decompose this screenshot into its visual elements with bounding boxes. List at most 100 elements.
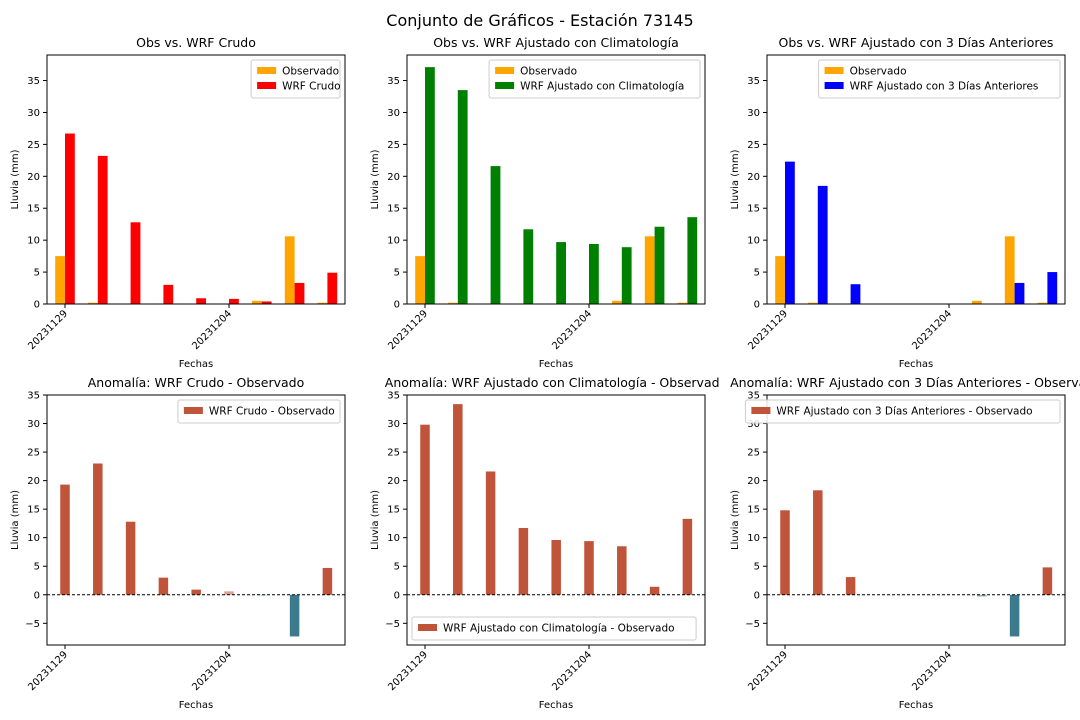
bar-wrf-ajustado-con-climatologia-observado-0 (420, 424, 430, 595)
y-tick-label: 20 (27, 476, 40, 487)
y-axis-label: Lluvia (mm) (370, 149, 381, 209)
y-tick-label: 35 (27, 76, 40, 87)
bar-wrf-ajustado-con-climatologia-8 (687, 217, 698, 304)
legend-swatch (824, 67, 844, 74)
y-tick-label: 25 (27, 448, 40, 459)
chart-obs-vs-wrf-crudo: Obs vs. WRF Crudo 0 5 10 15 20 25 30 35 20231129 2… (10, 35, 346, 370)
bar-observado-6 (972, 300, 982, 304)
bar-wrf-ajustado-con-3-dias-anteriores-0 (785, 161, 795, 304)
bar-wrf-crudo-observado-4 (191, 589, 201, 595)
x-tick-label: 20231204 (550, 308, 594, 352)
axes-frame (406, 394, 706, 646)
axes-frame (766, 54, 1066, 305)
legend: WRF Ajustado con 3 Días Anteriores - Obs… (744, 399, 1061, 424)
bar-wrf-crudo-observado-2 (125, 521, 136, 595)
x-axis-label: Fechas (899, 359, 934, 370)
y-tick-label: 30 (387, 419, 400, 430)
legend-swatch (257, 82, 277, 89)
legend-swatch (495, 67, 515, 74)
axes-frame (46, 394, 346, 646)
legend-box (488, 59, 701, 99)
y-tick-label: 15 (387, 204, 400, 215)
x-axis-label: Fechas (539, 359, 574, 370)
bar-wrf-ajustado-con-climatologia-observado-5 (584, 541, 594, 595)
y-tick-label: 10 (27, 533, 40, 544)
bar-wrf-ajustado-con-climatologia-5 (589, 243, 599, 304)
chart-anomalia-wrf-climatologia: Anomalía: WRF Ajustado con Climatología … (370, 375, 720, 711)
y-tick-label: 10 (387, 533, 400, 544)
bar-wrf-ajustado-con-climatologia-3 (523, 229, 534, 304)
bar-wrf-ajustado-con-climatologia-observado-4 (551, 539, 561, 595)
legend-label: WRF Crudo - Observado (209, 406, 335, 418)
y-tick-label: 10 (747, 533, 760, 544)
bar-wrf-ajustado-con-3-dias-anteriores-observado-7 (1009, 594, 1020, 637)
legend-swatch (418, 624, 437, 631)
chart-title: Anomalía: WRF Ajustado con Climatología … (385, 375, 720, 390)
y-tick-label: 20 (387, 476, 400, 487)
bar-wrf-ajustado-con-climatologia-1 (457, 90, 468, 304)
bar-wrf-crudo-8 (327, 272, 338, 304)
y-tick-label: −5 (385, 619, 400, 630)
x-tick-label: 20231204 (190, 649, 234, 693)
legend-label: WRF Ajustado con 3 Días Anteriores (850, 81, 1039, 93)
legend-box (818, 59, 1061, 99)
y-tick-label: 30 (27, 419, 40, 430)
y-tick-label: 20 (27, 172, 40, 183)
y-axis-label: Lluvia (mm) (370, 490, 381, 550)
legend-label: Observado (520, 66, 577, 78)
bar-wrf-ajustado-con-climatologia-observado-3 (518, 527, 529, 595)
y-tick-label: 35 (387, 391, 400, 402)
bar-wrf-ajustado-con-3-dias-anteriores-observado-8 (1042, 567, 1053, 595)
bars (780, 490, 1053, 637)
bar-wrf-ajustado-con-3-dias-anteriores-observado-2 (845, 577, 856, 595)
axes-frame (46, 54, 346, 305)
bar-observado-6 (612, 300, 622, 304)
bar-wrf-ajustado-con-climatologia-observado-6 (617, 546, 627, 595)
y-tick-label: 30 (747, 419, 760, 430)
legend-label: Observado (282, 66, 339, 78)
y-tick-label: 30 (387, 108, 400, 119)
bar-wrf-crudo-1 (97, 155, 108, 304)
bar-wrf-ajustado-con-climatologia-observado-2 (485, 471, 496, 595)
x-tick-label: 20231129 (386, 649, 430, 693)
chart-obs-vs-wrf-climatologia: Obs vs. WRF Ajustado con Climatología 0 5 1… (370, 35, 706, 370)
y-tick-label: 5 (394, 268, 400, 279)
x-tick-label: 20231129 (26, 308, 70, 352)
bar-observado-1 (448, 302, 458, 304)
legend-box (744, 399, 1061, 424)
bar-wrf-ajustado-con-3-dias-anteriores-8 (1047, 272, 1058, 304)
bar-wrf-crudo-observado-0 (60, 484, 70, 595)
bar-wrf-ajustado-con-climatologia-0 (425, 67, 435, 304)
x-axis-label: Fechas (179, 359, 214, 370)
x-axis-label: Fechas (179, 700, 214, 711)
y-tick-label: 35 (387, 76, 400, 87)
legend: Observado WRF Ajustado con Climatología (488, 59, 701, 99)
legend: WRF Crudo - Observado (177, 399, 341, 424)
y-tick-label: 0 (754, 590, 760, 601)
legend-box (411, 616, 697, 641)
bar-wrf-ajustado-con-3-dias-anteriores-7 (1014, 282, 1025, 304)
bar-wrf-crudo-0 (65, 133, 75, 304)
y-tick-label: 15 (27, 204, 40, 215)
bars (55, 133, 338, 304)
axes-frame (766, 394, 1066, 646)
bar-wrf-crudo-observado-6 (257, 594, 267, 596)
y-tick-label: 0 (394, 300, 400, 311)
bar-wrf-ajustado-con-climatologia-observado-1 (453, 404, 463, 595)
legend-swatch (257, 67, 277, 74)
bars (415, 67, 698, 304)
bar-observado-7 (284, 236, 295, 304)
bar-observado-0 (55, 256, 65, 304)
y-tick-label: 25 (747, 448, 760, 459)
y-tick-label: 25 (27, 140, 40, 151)
bar-wrf-ajustado-con-climatologia-2 (490, 166, 501, 304)
x-axis-label: Fechas (539, 700, 574, 711)
y-tick-label: 15 (747, 505, 760, 516)
y-tick-label: 20 (747, 172, 760, 183)
bar-observado-1 (808, 302, 818, 304)
chart-anomalia-wrf-3-dias: Anomalía: WRF Ajustado con 3 Días Anteri… (730, 375, 1080, 711)
bar-wrf-ajustado-con-climatologia-observado-7 (649, 586, 660, 595)
y-axis-label: Lluvia (mm) (730, 490, 741, 550)
bar-observado-6 (252, 300, 262, 304)
